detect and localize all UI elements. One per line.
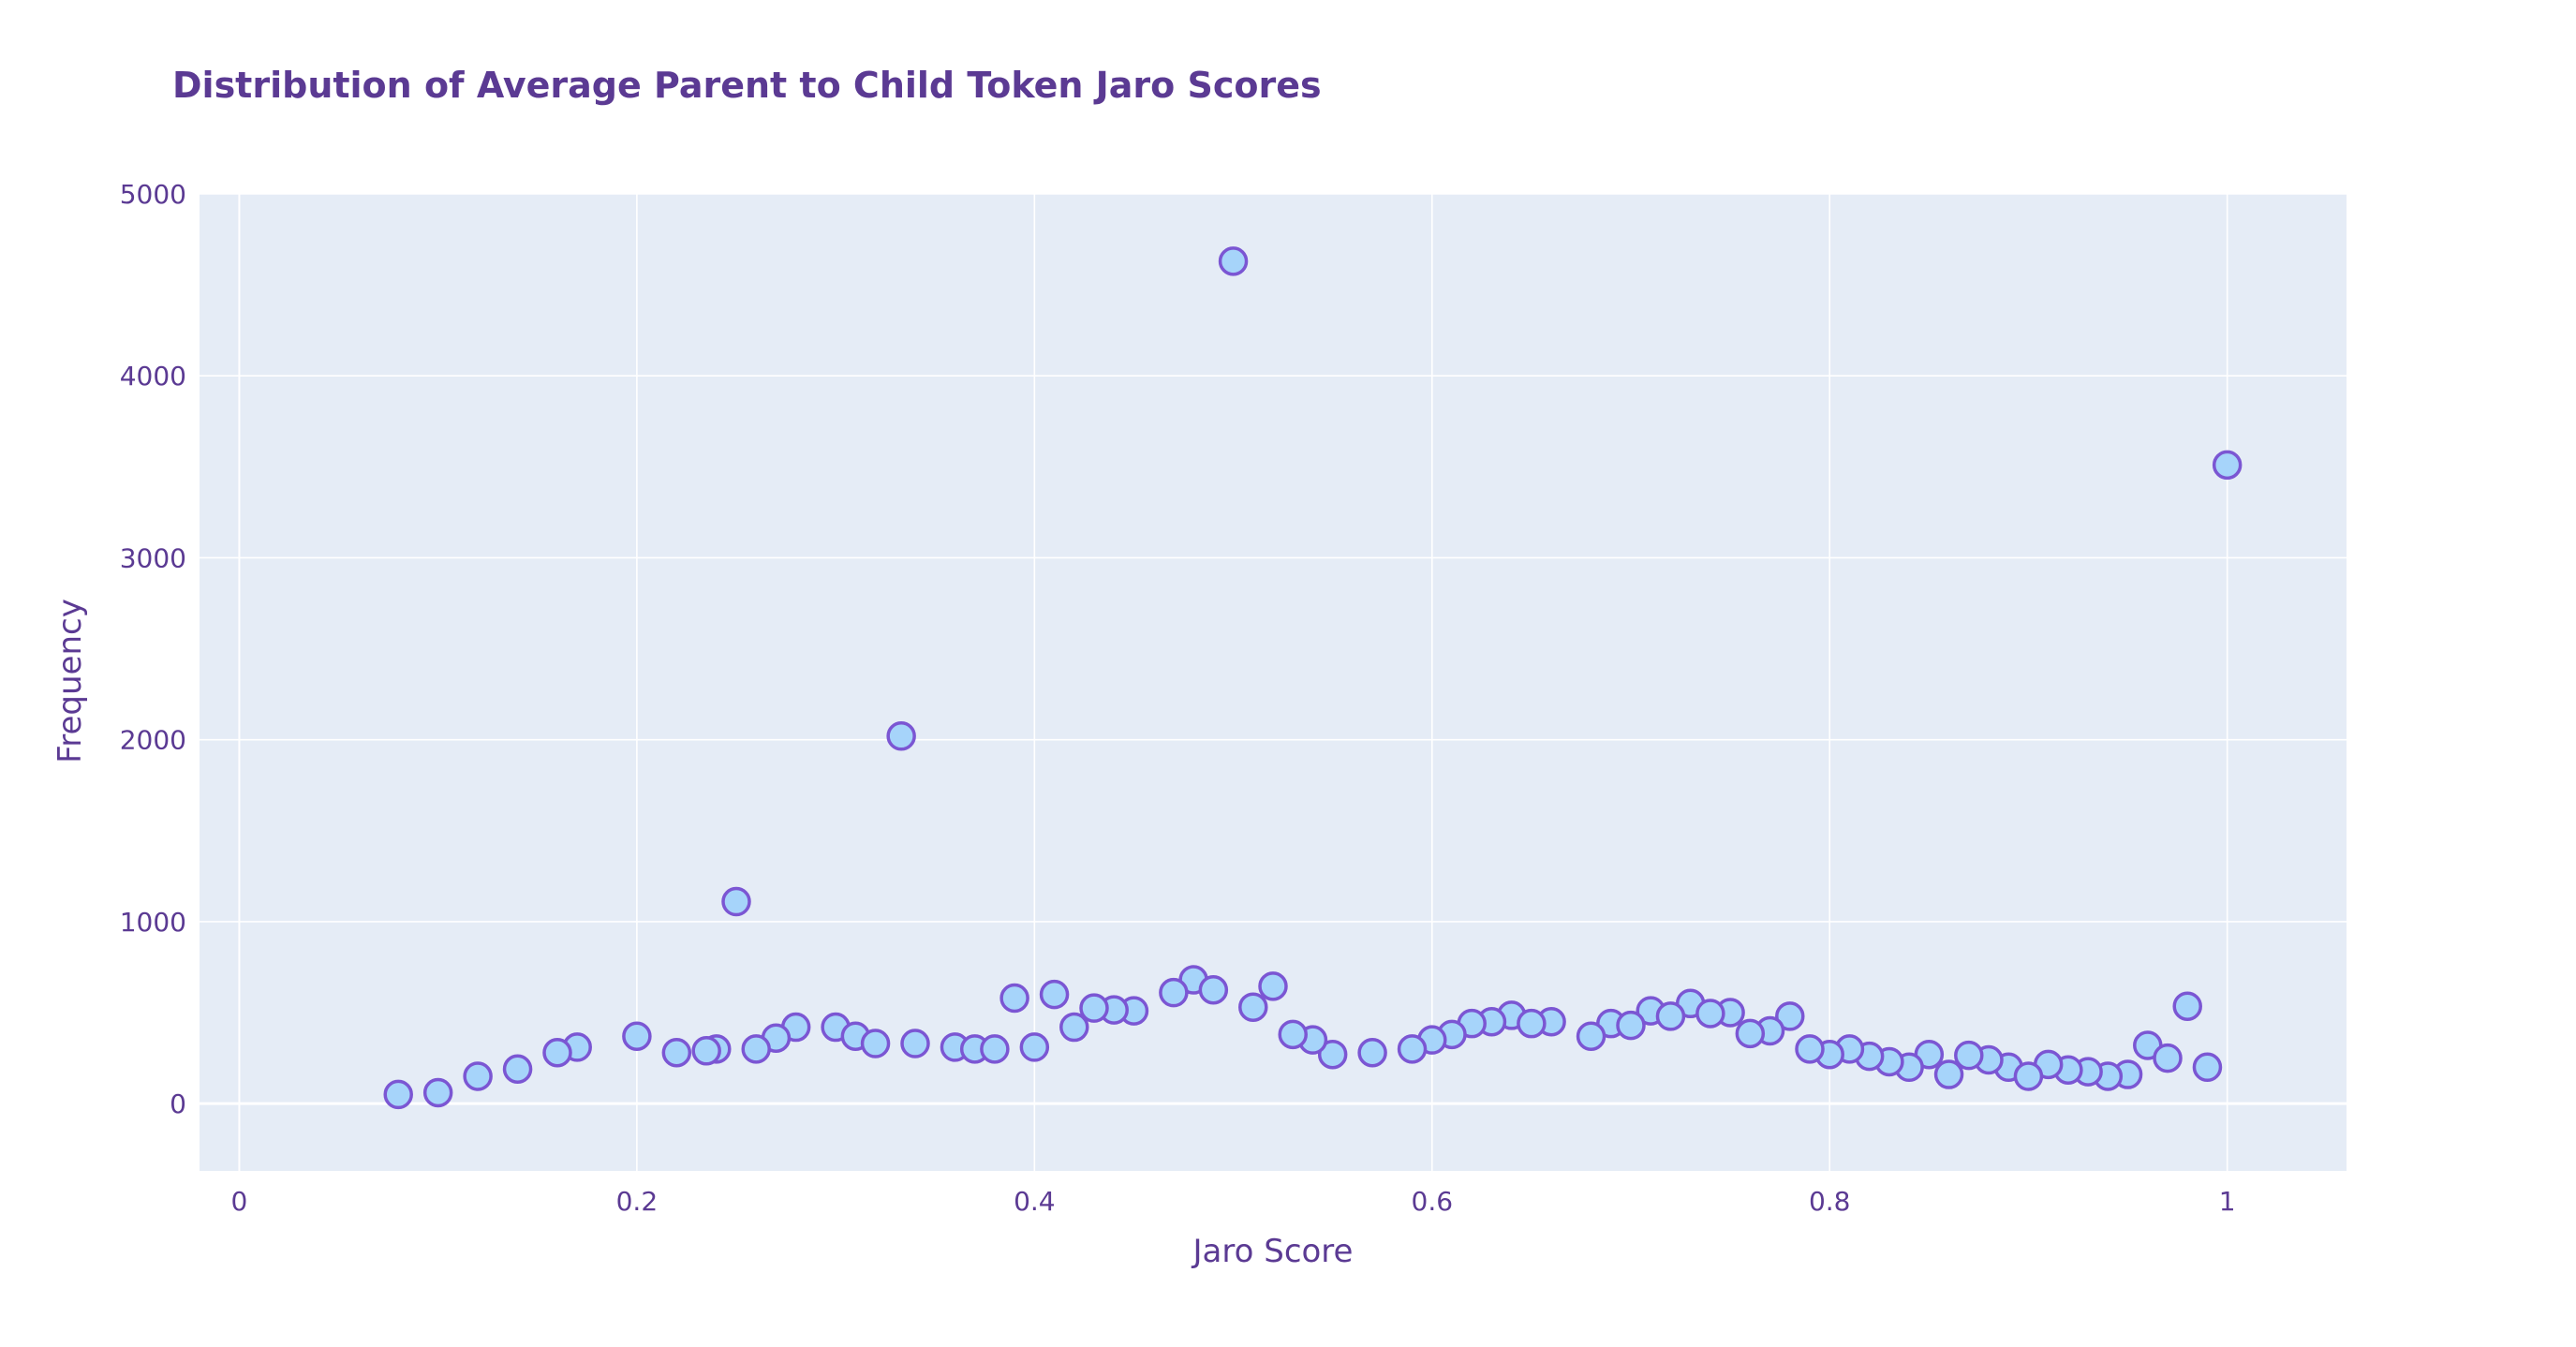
scatter-point <box>1695 999 1725 1029</box>
plot-area <box>200 194 2347 1171</box>
scatter-point <box>1517 1008 1547 1039</box>
scatter-point <box>1198 974 1229 1005</box>
scatter-point <box>980 1034 1010 1064</box>
scatter-point <box>1933 1059 1964 1089</box>
x-tick-label: 0.8 <box>1809 1186 1851 1217</box>
x-tick-label: 0.2 <box>616 1186 659 1217</box>
scatter-point <box>1079 993 1109 1023</box>
grid-lines <box>200 193 2347 1171</box>
scatter-point <box>2153 1043 2183 1073</box>
scatter-point <box>999 983 1029 1014</box>
scatter-point <box>1576 1021 1606 1052</box>
scatter-point <box>1357 1038 1387 1068</box>
y-tick-label: 3000 <box>120 542 186 573</box>
scatter-point <box>1735 1018 1766 1049</box>
scatter-point <box>1019 1032 1050 1062</box>
scatter-point <box>463 1061 493 1091</box>
y-tick-label: 5000 <box>120 179 186 210</box>
x-tick-label: 0.4 <box>1014 1186 1056 1217</box>
x-axis-label: Jaro Score <box>1192 1233 1354 1270</box>
scatter-point <box>1159 977 1189 1008</box>
scatter-point <box>2192 1052 2223 1083</box>
scatter-point <box>1954 1040 1984 1071</box>
scatter-point <box>1655 1001 1686 1031</box>
scatter-point <box>721 886 751 917</box>
scatter-point <box>1258 971 1288 1001</box>
y-tick-label: 2000 <box>120 725 186 756</box>
x-tick-labels: 0 0.2 0.4 0.6 0.8 1 <box>231 1186 2236 1217</box>
y-tick-label: 0 <box>170 1088 186 1119</box>
scatter-point <box>1317 1039 1348 1070</box>
scatter-point <box>1795 1034 1825 1064</box>
scatter-point <box>422 1077 453 1108</box>
scatter-point <box>691 1036 721 1066</box>
y-tick-label: 1000 <box>120 907 186 938</box>
scatter-point <box>860 1029 891 1058</box>
scatter-point <box>1397 1034 1428 1064</box>
scatter-point <box>1218 246 1249 276</box>
chart-title: Distribution of Average Parent to Child … <box>172 65 1322 106</box>
y-axis-label: Frequency <box>52 599 89 763</box>
scatter-point <box>2212 450 2243 481</box>
x-tick-label: 1 <box>2219 1186 2236 1217</box>
x-tick-label: 0 <box>231 1186 248 1217</box>
scatter-point <box>1238 992 1268 1022</box>
scatter-point <box>1775 1001 1805 1031</box>
x-tick-label: 0.6 <box>1412 1186 1454 1217</box>
scatter-point <box>622 1021 652 1052</box>
scatter-point <box>1039 979 1070 1010</box>
scatter-points <box>383 246 2243 1110</box>
scatter-point <box>661 1038 692 1068</box>
scatter-point <box>1278 1019 1308 1050</box>
scatter-point <box>1616 1010 1646 1041</box>
scatter-point <box>383 1079 413 1110</box>
scatter-point <box>2172 991 2202 1021</box>
scatter-point <box>502 1054 533 1084</box>
scatter-point <box>886 721 916 751</box>
scatter-point <box>900 1029 930 1058</box>
scatter-point <box>1059 1012 1089 1043</box>
y-tick-labels: 0 1000 2000 3000 4000 5000 <box>120 179 186 1119</box>
y-tick-label: 4000 <box>120 361 186 392</box>
scatter-point <box>741 1034 771 1064</box>
scatter-point <box>542 1038 572 1068</box>
scatter-point <box>2013 1061 2044 1091</box>
